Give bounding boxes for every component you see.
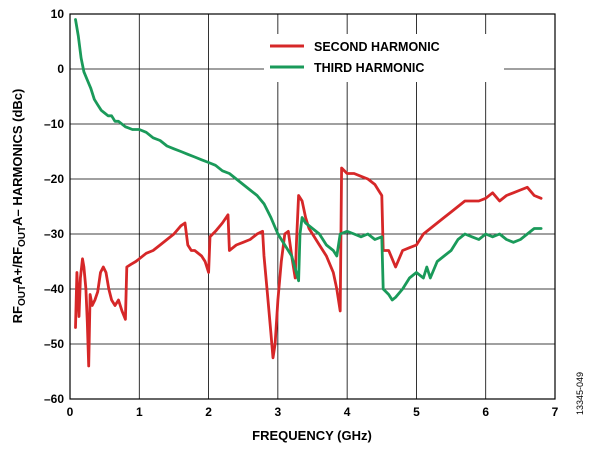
plot-frame [69,13,556,400]
x-tick-label: 6 [482,405,489,419]
x-tick-label: 5 [413,405,420,419]
series-line-third-harmonic [74,18,543,302]
x-tick-label: 0 [67,405,74,419]
x-tick-label: 3 [275,405,282,419]
y-tick-label: –40 [44,282,64,296]
legend-background [264,34,504,82]
y-tick-label: –20 [44,172,64,186]
x-tick-label: 2 [205,405,212,419]
legend: SECOND HARMONIC THIRD HARMONIC [264,34,504,82]
y-tick-label: –30 [44,227,64,241]
x-axis-title: FREQUENCY (GHz) [252,428,372,443]
y-tick-label: –50 [44,337,64,351]
y-tick-label: 0 [57,62,64,76]
x-tick-label: 1 [136,405,143,419]
x-tick-label: 4 [344,405,351,419]
figure-id: 13345-049 [575,372,585,415]
legend-label-second-harmonic: SECOND HARMONIC [314,40,440,54]
y-axis-title: RFOUTA+/RFOUTA– HARMONICS (dBc) [10,89,28,324]
series-lines [74,18,543,368]
legend-label-third-harmonic: THIRD HARMONIC [314,61,424,75]
y-axis-title-part: RF [10,306,25,323]
y-axis-title-part: A+/RF [10,247,25,285]
y-axis-title-subscript: OUT [17,285,28,306]
y-axis-title-part: A– HARMONICS (dBc) [10,89,25,226]
y-axis-title-subscript: OUT [17,226,28,247]
y-tick-label: –60 [44,392,64,406]
tick-labels: 0 1 2 3 4 5 6 7 10 0 –10 –20 –30 –40 –50 –60 [44,7,559,419]
y-tick-label: 10 [51,7,65,21]
y-tick-label: –10 [44,117,64,131]
x-tick-label: 7 [552,405,559,419]
series-line-second-harmonic [74,166,543,368]
